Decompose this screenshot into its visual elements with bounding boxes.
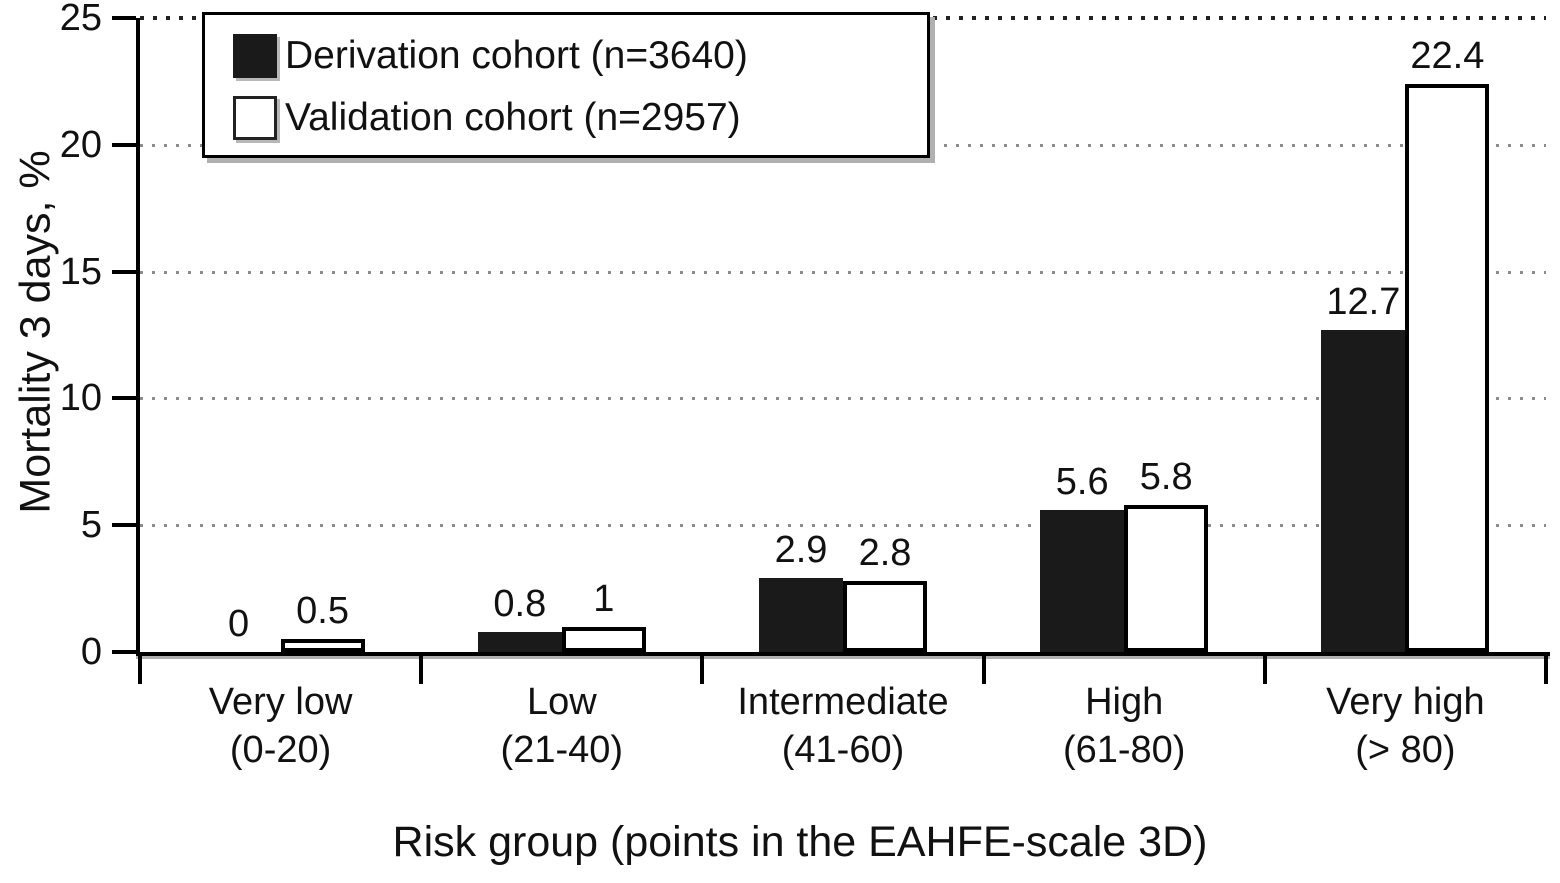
y-tick-0 [112,650,136,654]
category-label-low: Low (21-40) [412,678,712,774]
y-tick-10 [112,396,136,401]
legend-label-derivation: Derivation cohort (n=3640) [285,34,748,77]
derivation-swatch-icon [233,34,277,78]
y-tick-label-10: 10 [59,377,102,420]
value-label-validation-bar-intermediate: 2.8 [858,532,912,574]
validation-bar-high [1124,505,1209,652]
legend-label-validation: Validation cohort (n=2957) [285,96,741,139]
category-name-intermediate: Intermediate [737,681,949,723]
value-label-derivation-bar-very-high: 12.7 [1326,281,1401,323]
grid-line-15 [140,270,1546,274]
x-tick-1 [419,656,424,684]
x-tick-2 [700,656,705,684]
value-label-validation-bar-high: 5.8 [1139,456,1193,498]
value-label-validation-bar-very-high: 22.4 [1410,35,1485,77]
category-label-very-low: Very low (0-20) [131,678,431,774]
x-tick-0 [138,656,142,684]
y-axis-line [136,18,140,656]
value-label-validation-bar-very-low: 0.5 [296,590,349,632]
validation-bar-very-high [1405,84,1490,652]
category-range-intermediate: (41-60) [781,729,905,771]
x-tick-5 [1544,656,1548,684]
validation-bar-low [561,627,646,652]
category-label-very-high: Very high (> 80) [1255,678,1555,774]
x-axis-shadow [136,656,1550,659]
value-label-validation-bar-low: 1 [593,578,615,620]
grid-line-10 [140,397,1546,401]
validation-bar-intermediate [843,581,927,652]
y-tick-label-15: 15 [59,250,102,293]
category-range-very-high: (> 80) [1355,729,1456,771]
category-name-very-low: Very low [208,681,353,723]
y-tick-5 [112,523,136,528]
category-name-high: High [1085,681,1164,723]
x-tick-3 [981,656,986,684]
y-tick-label-5: 5 [80,504,102,547]
value-label-derivation-bar-high: 5.6 [1055,461,1109,503]
validation-bar-very-low [280,639,365,652]
y-tick-label-25: 25 [59,0,102,39]
y-tick-25 [112,16,136,20]
derivation-bar-very-high [1321,330,1406,652]
x-tick-4 [1262,656,1267,684]
category-label-intermediate: Intermediate (41-60) [693,678,993,774]
legend: Derivation cohort (n=3640) Validation co… [202,12,930,158]
category-range-very-low: (0-20) [229,729,332,771]
x-axis-title: Risk group (points in the EAHFE-scale 3D… [392,818,1208,866]
y-axis-title: Mortality 3 days, % [11,150,60,514]
legend-item-derivation: Derivation cohort (n=3640) [233,27,927,85]
legend-item-validation: Validation cohort (n=2957) [233,89,927,147]
validation-swatch-icon [233,96,277,140]
grid-line-5 [140,524,1546,528]
category-range-high: (61-80) [1062,729,1186,771]
category-name-very-high: Very high [1326,681,1485,723]
value-label-derivation-bar-low: 0.8 [493,583,547,625]
y-tick-20 [112,142,136,147]
category-label-high: High (61-80) [974,678,1274,774]
x-axis-line [136,652,1550,656]
derivation-bar-low [477,632,562,652]
value-label-derivation-bar-very-low: 0 [228,603,250,645]
derivation-bar-high [1040,510,1125,652]
y-tick-label-20: 20 [59,123,102,166]
derivation-bar-intermediate [759,578,843,652]
value-label-derivation-bar-intermediate: 2.9 [774,529,828,571]
y-tick-label-0: 0 [80,631,102,673]
category-name-low: Low [526,681,597,723]
plot-area: Derivation cohort (n=3640) Validation co… [60,0,1550,684]
y-tick-15 [112,269,136,274]
category-range-low: (21-40) [500,729,624,771]
